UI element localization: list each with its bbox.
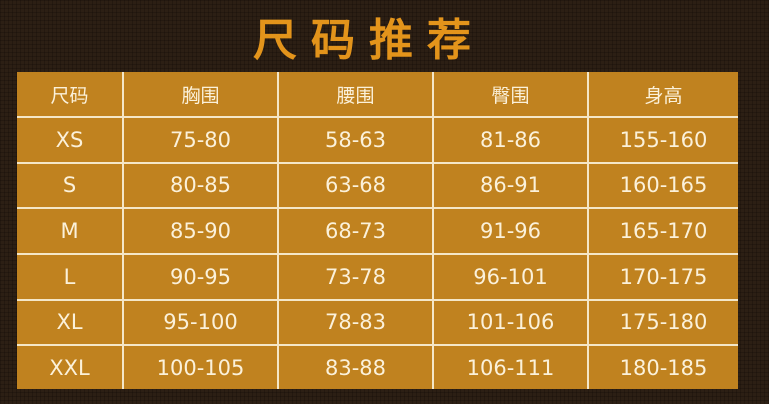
column-header: 胸围: [122, 72, 279, 118]
measurement-cell: 75-80: [122, 116, 279, 164]
measurement-cell: 78-83: [277, 298, 434, 347]
column-header: 腰围: [277, 72, 434, 118]
measurement-cell: 155-160: [587, 116, 738, 164]
size-cell: S: [17, 161, 124, 210]
size-cell: XS: [17, 116, 124, 164]
measurement-cell: 96-101: [432, 252, 589, 301]
table-row: M 85-90 68-73 91-96 165-170: [17, 207, 738, 255]
table-row: XL 95-100 78-83 101-106 175-180: [17, 298, 738, 347]
measurement-cell: 180-185: [587, 344, 738, 389]
measurement-cell: 106-111: [432, 344, 589, 389]
column-header: 身高: [587, 72, 738, 118]
size-cell: L: [17, 252, 124, 301]
measurement-cell: 83-88: [277, 344, 434, 389]
measurement-cell: 68-73: [277, 207, 434, 255]
size-cell: XXL: [17, 344, 124, 389]
measurement-cell: 90-95: [122, 252, 279, 301]
measurement-cell: 86-91: [432, 161, 589, 210]
size-cell: XL: [17, 298, 124, 347]
measurement-cell: 165-170: [587, 207, 738, 255]
measurement-cell: 81-86: [432, 116, 589, 164]
measurement-cell: 95-100: [122, 298, 279, 347]
table-row: XXL 100-105 83-88 106-111 180-185: [17, 344, 738, 389]
measurement-cell: 170-175: [587, 252, 738, 301]
page-title: 尺码推荐: [253, 15, 485, 66]
size-chart-table: 尺码 胸围 腰围 臀围 身高 XS 75-80 58-63 81-86 155-160 S 80-8…: [17, 72, 738, 389]
size-cell: M: [17, 207, 124, 255]
measurement-cell: 91-96: [432, 207, 589, 255]
measurement-cell: 58-63: [277, 116, 434, 164]
measurement-cell: 63-68: [277, 161, 434, 210]
measurement-cell: 175-180: [587, 298, 738, 347]
column-header: 臀围: [432, 72, 589, 118]
measurement-cell: 80-85: [122, 161, 279, 210]
table-header-row: 尺码 胸围 腰围 臀围 身高: [17, 72, 738, 118]
measurement-cell: 85-90: [122, 207, 279, 255]
measurement-cell: 100-105: [122, 344, 279, 389]
table-row: L 90-95 73-78 96-101 170-175: [17, 252, 738, 301]
column-header: 尺码: [17, 72, 124, 118]
table-row: XS 75-80 58-63 81-86 155-160: [17, 116, 738, 164]
table-row: S 80-85 63-68 86-91 160-165: [17, 161, 738, 210]
measurement-cell: 160-165: [587, 161, 738, 210]
measurement-cell: 101-106: [432, 298, 589, 347]
measurement-cell: 73-78: [277, 252, 434, 301]
